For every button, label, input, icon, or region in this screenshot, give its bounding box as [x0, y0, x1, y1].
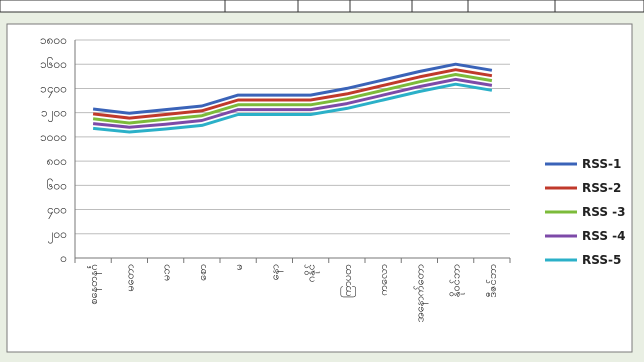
x-tick-label: စော	[196, 264, 209, 281]
x-tick-label: ကြာပတ	[340, 264, 356, 298]
x-tick-label: မဘ	[160, 264, 173, 281]
y-tick-label: ၂၀၀	[48, 227, 67, 244]
series-line-rss-3	[92, 73, 493, 125]
y-tick-label: ၄၀၀	[47, 203, 67, 220]
y-tick-label: ၁၆၀၀	[40, 56, 67, 71]
legend-label: RSS-2	[582, 181, 621, 195]
x-tick-label: ဂနိုင်	[305, 264, 320, 282]
x-tick-label: မ	[232, 264, 245, 270]
y-tick-label: ၈၀၀	[47, 154, 67, 168]
x-tick-label: မတော	[123, 264, 136, 292]
series-line-rss-2	[92, 68, 493, 120]
top-table-strip	[0, 0, 644, 13]
x-tick-label: ဒီဇင်ဘာ	[486, 264, 499, 298]
x-tick-label: စနေတနင်္ဂ	[87, 264, 102, 305]
x-tick-label: နော	[268, 264, 283, 280]
series-line-rss-4	[92, 77, 493, 129]
legend-label: RSS-1	[582, 157, 621, 171]
series-line-rss-5	[92, 82, 493, 134]
legend-label: RSS-5	[582, 253, 621, 267]
series-line-rss-1	[92, 62, 493, 115]
x-tick-label: ကလော	[377, 264, 390, 296]
y-tick-label: ၀	[60, 251, 67, 265]
y-tick-label: ၁၀၀၀	[40, 130, 67, 144]
y-tick-label: ၁၂၀၀	[41, 106, 67, 123]
x-tick-label: အနောက်တော	[413, 264, 428, 322]
y-tick-label: ၁၄၀၀	[40, 81, 67, 98]
chart-frame	[6, 23, 633, 353]
y-tick-label: ၁၈၀၀	[40, 33, 67, 47]
legend-label: RSS -3	[582, 205, 626, 219]
y-tick-label: ၆၀၀	[47, 177, 67, 192]
x-tick-label: နိုဝင်ဘာ	[450, 264, 465, 297]
legend-label: RSS -4	[582, 229, 626, 243]
